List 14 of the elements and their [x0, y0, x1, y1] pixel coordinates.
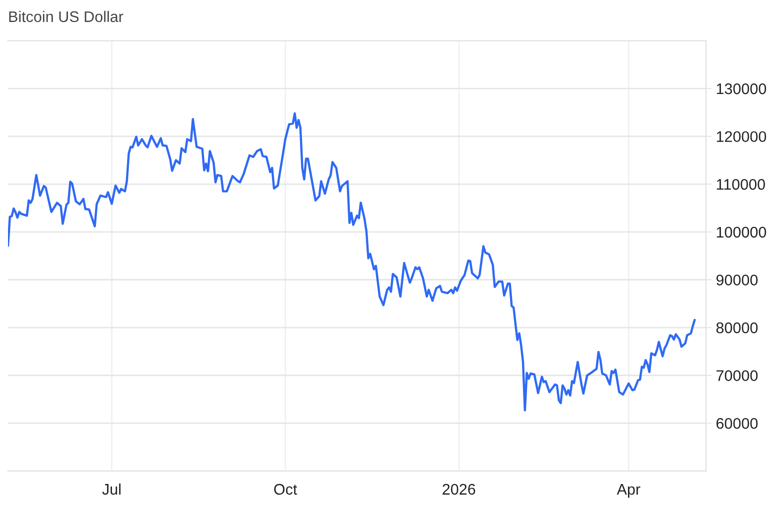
- y-tick-label: 110000: [716, 179, 765, 190]
- x-tick-label: Jul: [102, 484, 120, 495]
- x-tick-label: Apr: [616, 484, 640, 498]
- y-tick-label: 130000: [716, 83, 766, 94]
- chart-title: Bitcoin US Dollar: [9, 10, 124, 22]
- y-tick-label: 90000: [716, 274, 758, 286]
- y-tick-label: 70000: [716, 370, 758, 382]
- x-tick-label: Oct: [274, 484, 298, 495]
- line-series: [8, 112, 696, 412]
- y-tick-label: 100000: [716, 226, 766, 238]
- y-tick-label: 60000: [716, 418, 758, 429]
- x-tick-label: 2026: [442, 484, 476, 495]
- y-tick-label: 80000: [716, 322, 758, 334]
- y-tick-label: 120000: [716, 131, 766, 142]
